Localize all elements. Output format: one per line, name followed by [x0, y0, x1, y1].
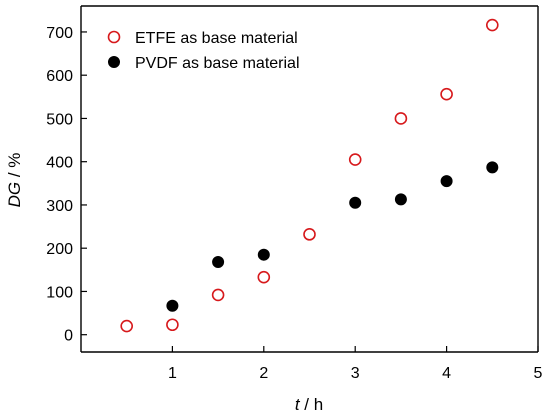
legend-marker-pvdf: [108, 56, 120, 68]
legend-label-pvdf: PVDF as base material: [135, 55, 300, 72]
etfe-data-point: [211, 288, 225, 302]
y-tick-label: 700: [46, 25, 73, 42]
y-axis-var: DG: [5, 182, 24, 208]
etfe-data-point: [303, 228, 316, 241]
etfe-data-point: [485, 18, 499, 32]
y-axis-title: DG / %: [5, 153, 24, 208]
y-tick-label: 100: [46, 284, 73, 301]
pvdf-data-point: [212, 256, 225, 269]
y-tick-label: 200: [46, 241, 73, 258]
legend-marker-etfe: [107, 30, 121, 44]
etfe-data-point: [257, 270, 271, 284]
x-tick-label: 5: [534, 365, 543, 382]
etfe-data-point: [440, 87, 453, 101]
etfe-data-point: [166, 318, 179, 332]
x-axis-title: t / h: [295, 395, 323, 414]
y-tick-label: 400: [46, 155, 73, 172]
pvdf-data-point: [486, 161, 499, 174]
y-axis-unit: / %: [5, 153, 24, 182]
legend: ETFE as base material PVDF as base mater…: [107, 30, 300, 72]
x-axis-var: t: [295, 395, 301, 414]
legend-label-etfe: ETFE as base material: [135, 30, 298, 47]
x-tick-label: 4: [442, 365, 451, 382]
pvdf-data-point: [166, 299, 179, 312]
pvdf-data-point: [349, 196, 362, 209]
x-tick-label: 2: [259, 365, 268, 382]
etfe-data-point: [394, 112, 408, 125]
data-points: [120, 18, 499, 333]
y-tick-label: 300: [46, 198, 73, 215]
y-axis-ticks: 0 100 200 300 400 500 600 700: [46, 25, 87, 345]
etfe-data-point: [348, 153, 362, 166]
x-tick-label: 3: [351, 365, 360, 382]
plot-frame: [80, 5, 539, 353]
x-axis-ticks: 1 2 3 4 5: [168, 346, 543, 382]
pvdf-data-point: [394, 193, 407, 206]
pvdf-data-point: [440, 175, 453, 188]
etfe-data-point: [120, 319, 133, 333]
y-tick-label: 0: [64, 328, 73, 345]
y-tick-label: 600: [46, 68, 73, 85]
x-axis-unit: / h: [300, 395, 324, 414]
pvdf-data-point: [257, 248, 270, 261]
x-tick-label: 1: [168, 365, 177, 382]
y-tick-label: 500: [46, 111, 73, 128]
